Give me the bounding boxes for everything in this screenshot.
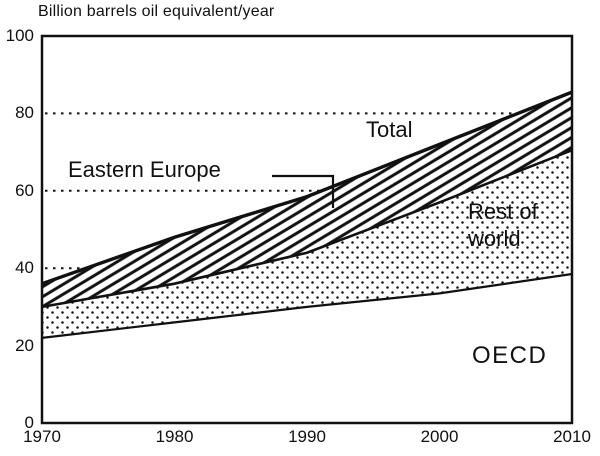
oecd-label: OECD <box>472 342 548 369</box>
y-tick-label-40: 40 <box>15 258 34 278</box>
x-tick-label-1980: 1980 <box>155 427 194 446</box>
rest-of-world-label: Rest of world <box>468 198 538 252</box>
chart-title: Billion barrels oil equivalent/year <box>38 3 275 20</box>
y-tick-label-100: 100 <box>5 26 34 45</box>
rest-of-world-label-line1: Rest of <box>468 199 538 224</box>
total-label: Total <box>366 117 413 142</box>
boundary-rest-of-world <box>41 148 573 309</box>
eastern-europe-leader-line <box>272 174 335 208</box>
x-tick-label-1970: 1970 <box>23 427 61 446</box>
boundary-total <box>41 90 573 286</box>
x-tick-label-2000: 2000 <box>420 427 459 446</box>
eastern-europe-label: Eastern Europe <box>68 157 221 182</box>
x-tick-label-2010: 2010 <box>553 427 591 446</box>
plot-frame <box>40 34 574 425</box>
y-tick-label-0: 0 <box>24 413 34 432</box>
y-tick-label-20: 20 <box>15 335 34 355</box>
band-oecd <box>42 274 572 423</box>
y-tick-label-60: 60 <box>15 180 34 200</box>
rest-of-world-label-line2: world <box>468 226 521 251</box>
y-tick-label-80: 80 <box>15 103 34 123</box>
x-tick-label-1990: 1990 <box>288 427 326 446</box>
boundary-oecd <box>41 272 573 339</box>
band-rest-of-world <box>42 150 572 338</box>
